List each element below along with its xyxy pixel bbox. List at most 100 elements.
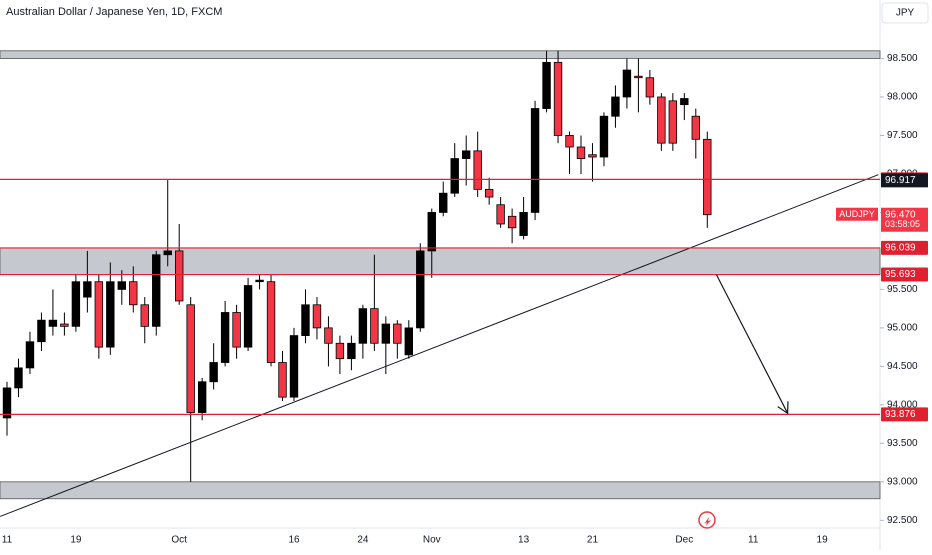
arrow-shaft — [715, 274, 789, 414]
y-tick-label: 93.500 — [887, 438, 918, 449]
candle-body — [668, 100, 678, 144]
candle-body — [83, 281, 92, 298]
candle-body — [542, 61, 551, 109]
candle-body — [599, 115, 609, 158]
zone — [0, 247, 881, 275]
x-tick-label: 11 — [2, 535, 13, 546]
candle-body — [243, 285, 253, 348]
candle-body — [370, 308, 379, 344]
candle-body — [232, 312, 241, 348]
level-tag-label: 96.039 — [885, 243, 916, 254]
x-tick-label: 16 — [288, 535, 300, 546]
zone — [0, 50, 881, 59]
x-tick-label: 13 — [518, 535, 530, 546]
level-tag — [881, 240, 928, 255]
candle-body — [209, 362, 218, 383]
arrow-head — [777, 401, 789, 415]
candle-body — [278, 362, 287, 398]
candle-body — [576, 146, 586, 159]
candle-body — [197, 381, 207, 413]
candle-body — [358, 308, 368, 344]
candle-body — [634, 75, 643, 79]
candle-body — [174, 250, 184, 302]
level-tag-label: 93.876 — [885, 409, 916, 420]
candle-body — [129, 281, 138, 306]
y-tick-label: 92.500 — [887, 515, 918, 526]
candle-body — [611, 96, 620, 117]
level-tag — [881, 407, 928, 422]
y-tick-label: 94.000 — [887, 399, 918, 410]
candle-body — [163, 250, 172, 256]
candle-body — [335, 342, 345, 360]
candle-body — [645, 77, 655, 98]
marker-tag — [881, 173, 928, 188]
x-tick-label: 11 — [748, 535, 759, 546]
candle-body — [703, 138, 712, 216]
candle-body — [347, 342, 356, 360]
candle-body — [691, 115, 700, 140]
candle-body — [450, 158, 459, 194]
x-tick-label: 19 — [70, 535, 82, 546]
candle-body — [60, 323, 69, 327]
candle-body — [106, 281, 115, 348]
currency-label[interactable]: JPY — [896, 8, 915, 19]
chart-title: Australian Dollar / Japanese Yen, 1D, FX… — [6, 6, 222, 18]
candle-body — [324, 327, 333, 344]
candle-body — [565, 135, 574, 148]
currency-button[interactable] — [881, 2, 929, 24]
x-tick-label: 19 — [817, 535, 829, 546]
candle-body — [289, 335, 299, 398]
candle-body — [496, 204, 505, 225]
candle-body — [312, 304, 322, 329]
candle-body — [680, 98, 689, 106]
x-tick-label: 24 — [357, 535, 369, 546]
plot — [0, 50, 881, 517]
candle-body — [393, 323, 402, 344]
candle-body — [37, 319, 46, 343]
candle-body — [301, 304, 310, 336]
candle-body — [484, 188, 494, 198]
candle-body — [152, 254, 161, 327]
candle-body — [266, 281, 276, 363]
candle-body — [507, 215, 517, 229]
candle-body — [519, 212, 528, 236]
y-tick-label: 98.500 — [887, 53, 918, 64]
candle-body — [461, 150, 471, 159]
x-tick-label: Dec — [675, 535, 693, 546]
candle-body — [48, 319, 58, 327]
candle-body — [220, 312, 230, 363]
candle-body — [416, 250, 425, 329]
tv-logo — [698, 511, 716, 529]
y-tick-label: 93.000 — [887, 476, 918, 487]
y-tick-label: 98.000 — [887, 92, 918, 103]
candle-body — [439, 192, 448, 213]
candle-body — [381, 323, 391, 344]
candle-body — [94, 281, 104, 348]
candle-body — [186, 304, 195, 413]
symbol-label: AUDJPY — [839, 209, 875, 219]
candle-body — [25, 341, 35, 369]
y-tick-label: 95.500 — [887, 284, 918, 295]
zone — [0, 481, 881, 500]
y-tick-label: 94.500 — [887, 361, 918, 372]
level-tag-label: 95.693 — [885, 269, 916, 280]
x-tick-label: Oct — [171, 535, 187, 546]
trendline — [0, 174, 879, 517]
candle-body — [71, 281, 81, 327]
countdown-label: 03:58:05 — [885, 219, 920, 229]
last-price-tag — [881, 207, 928, 232]
candle-body — [657, 96, 666, 144]
y-tick-label: 97.500 — [887, 130, 918, 141]
x-tick-label: Nov — [423, 535, 441, 546]
symbol-tag — [836, 207, 878, 221]
x-tick-label: 21 — [587, 535, 599, 546]
candle-body — [530, 108, 540, 213]
y-tick-label: 95.000 — [887, 323, 918, 334]
candle-body — [404, 327, 413, 356]
candle-body — [140, 304, 149, 327]
candle-body — [14, 367, 23, 389]
candle-body — [622, 69, 632, 98]
candle-body — [588, 154, 597, 158]
candle-body — [553, 61, 563, 136]
candle-body — [255, 279, 264, 283]
